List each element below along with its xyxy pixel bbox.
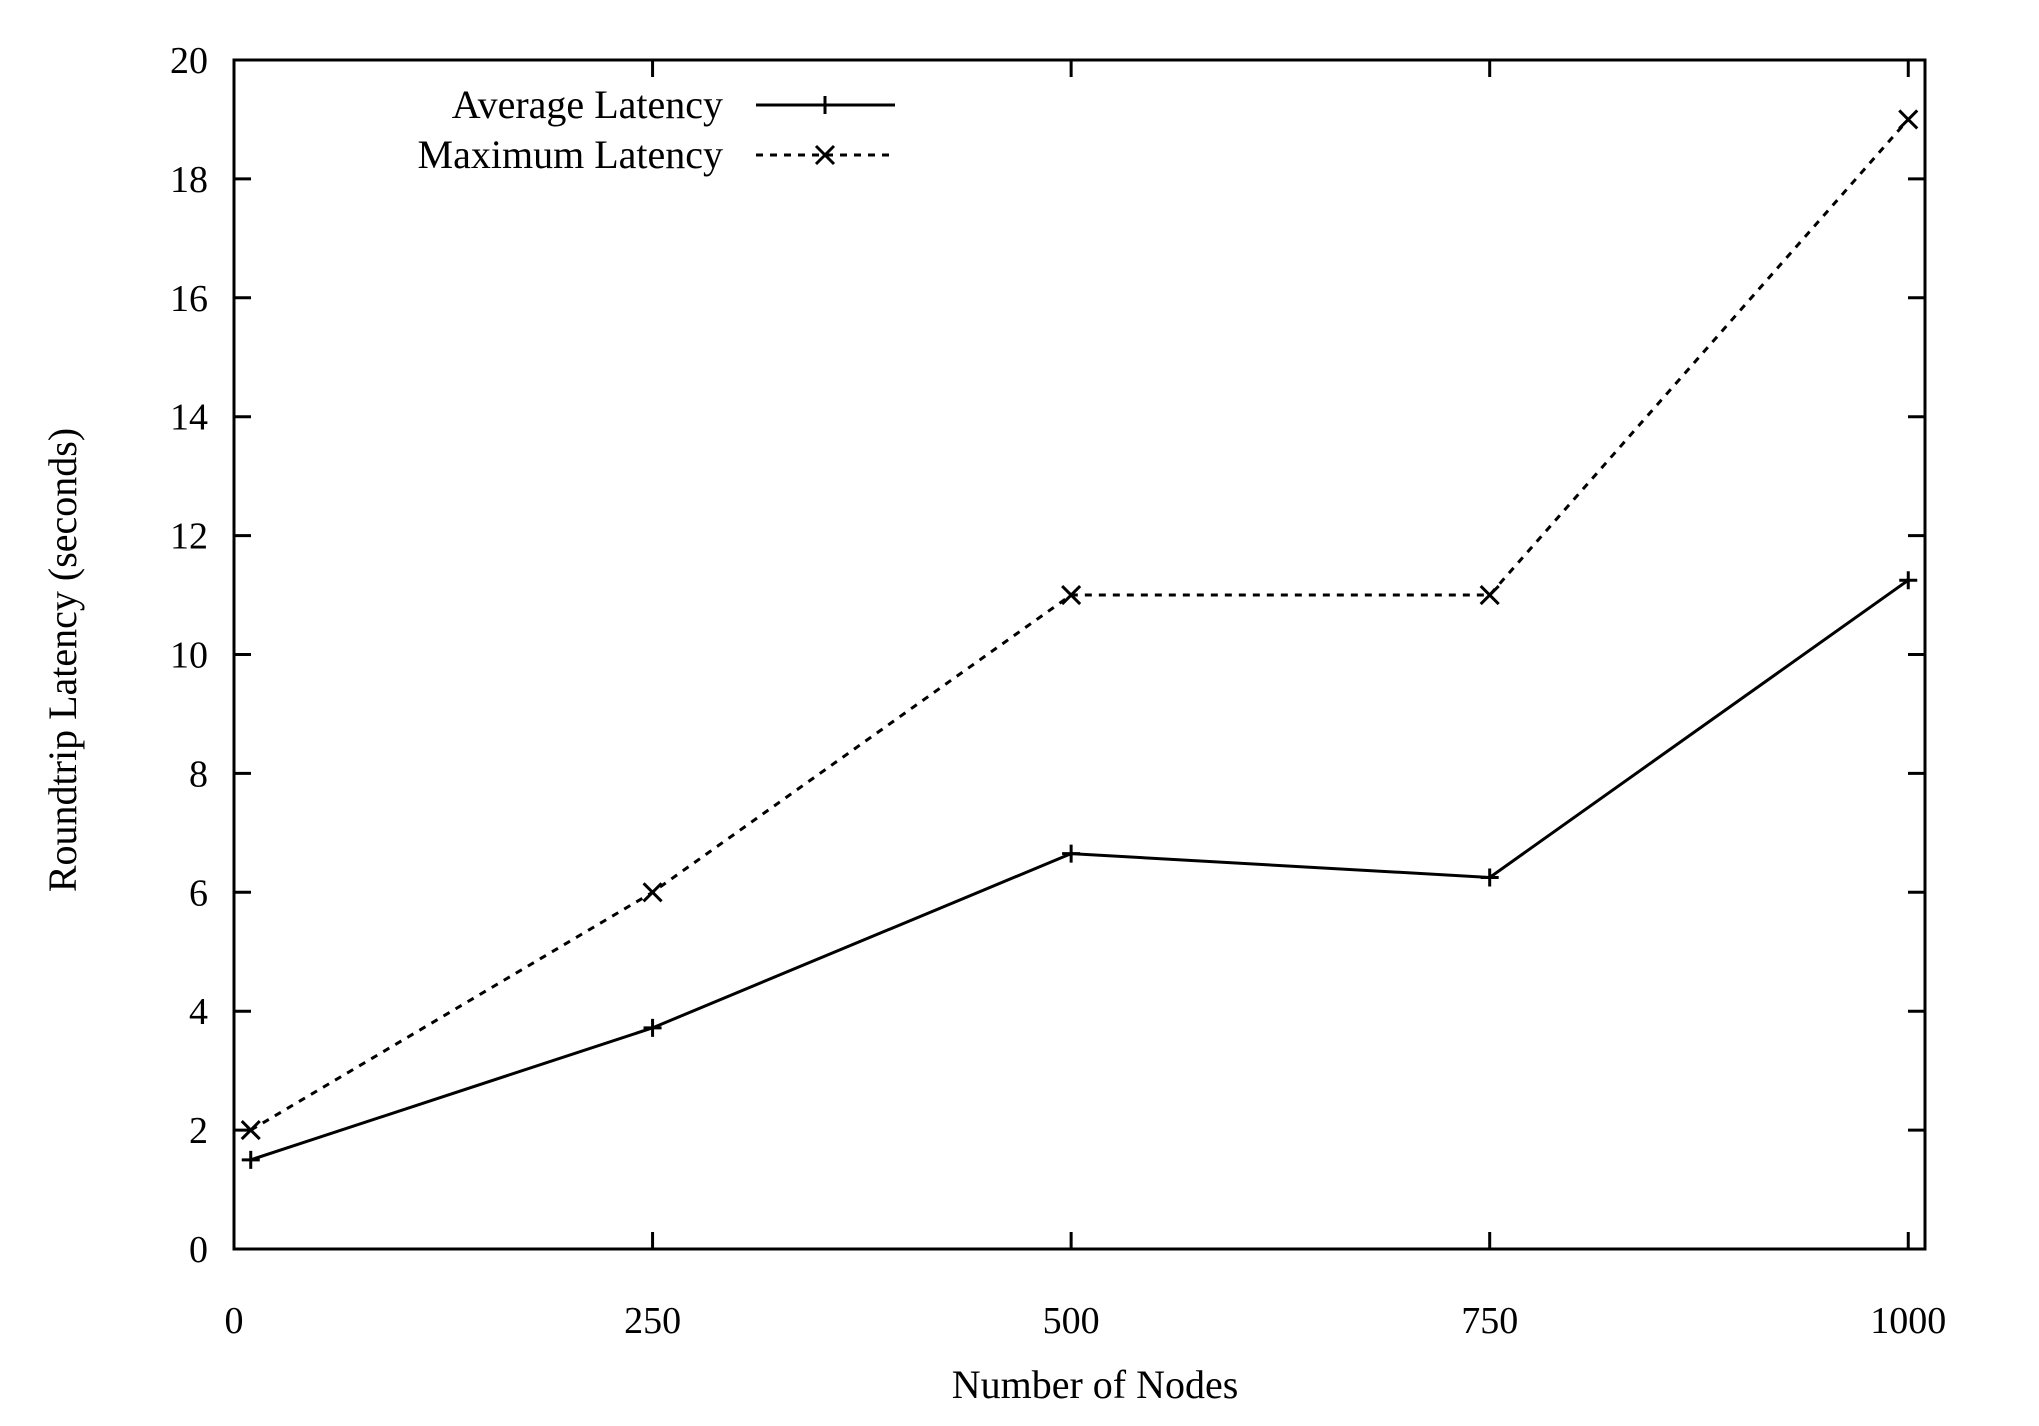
plot-frame bbox=[232, 58, 1927, 1251]
legend-item: Maximum Latency bbox=[418, 132, 895, 177]
legend: Average Latency Maximum Latency bbox=[418, 82, 895, 177]
plus-marker bbox=[241, 1150, 260, 1169]
x-tick-label: 250 bbox=[624, 1300, 681, 1342]
y-tick-label: 2 bbox=[189, 1110, 208, 1152]
cross-marker bbox=[1061, 584, 1082, 606]
plus-marker bbox=[816, 96, 834, 114]
series-line bbox=[250, 578, 1910, 1162]
series-average-latency bbox=[241, 571, 1918, 1169]
y-tick-label: 4 bbox=[189, 991, 208, 1033]
x-tick-label: 1000 bbox=[1870, 1300, 1946, 1342]
y-tick-label: 14 bbox=[170, 397, 208, 439]
plus-marker bbox=[643, 1018, 662, 1037]
plus-marker bbox=[1062, 844, 1081, 863]
x-tick-label: 750 bbox=[1461, 1300, 1518, 1342]
y-tick-label: 12 bbox=[170, 516, 208, 558]
y-tick-label: 8 bbox=[189, 753, 208, 795]
plus-marker bbox=[1899, 571, 1918, 590]
y-tick-label: 0 bbox=[189, 1229, 208, 1271]
series-layer bbox=[240, 109, 1919, 1169]
legend-label: Average Latency bbox=[452, 82, 723, 127]
y-tick-label: 16 bbox=[170, 278, 208, 320]
y-tick-label: 6 bbox=[189, 872, 208, 914]
y-tick-label: 10 bbox=[170, 635, 208, 677]
x-tick-label: 0 bbox=[225, 1300, 244, 1342]
axis-ticks: 0 250 500 750 1000 0 2 4 6 8 10 12 14 16 18 20 bbox=[170, 40, 1946, 1342]
plus-marker bbox=[1480, 868, 1499, 887]
y-axis-label: Roundtrip Latency (seconds) bbox=[40, 428, 85, 892]
cross-marker bbox=[1479, 584, 1500, 606]
cross-marker bbox=[814, 144, 836, 166]
x-axis-label: Number of Nodes bbox=[952, 1362, 1239, 1407]
legend-item: Average Latency bbox=[452, 82, 895, 127]
series-maximum-latency bbox=[240, 109, 1919, 1141]
series-line bbox=[249, 118, 1910, 1132]
cross-marker bbox=[1898, 109, 1919, 130]
cross-marker bbox=[240, 1120, 261, 1141]
cross-marker bbox=[642, 882, 663, 903]
x-tick-label: 500 bbox=[1043, 1300, 1100, 1342]
y-tick-label: 20 bbox=[170, 40, 208, 82]
y-tick-label: 18 bbox=[170, 159, 208, 201]
legend-label: Maximum Latency bbox=[418, 132, 723, 177]
